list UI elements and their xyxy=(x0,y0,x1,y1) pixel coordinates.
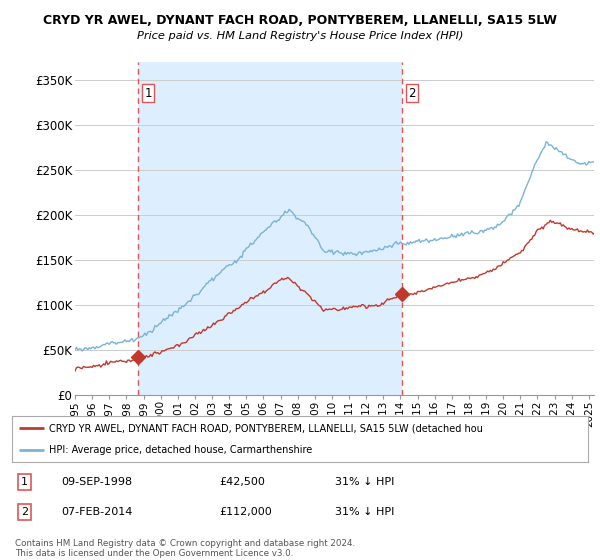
Text: 31% ↓ HPI: 31% ↓ HPI xyxy=(335,507,394,517)
Text: CRYD YR AWEL, DYNANT FACH ROAD, PONTYBEREM, LLANELLI, SA15 5LW (detached hou: CRYD YR AWEL, DYNANT FACH ROAD, PONTYBER… xyxy=(49,423,484,433)
Text: 31% ↓ HPI: 31% ↓ HPI xyxy=(335,477,394,487)
Text: 1: 1 xyxy=(144,87,152,100)
Text: Contains HM Land Registry data © Crown copyright and database right 2024.
This d: Contains HM Land Registry data © Crown c… xyxy=(15,539,355,558)
Text: HPI: Average price, detached house, Carmarthenshire: HPI: Average price, detached house, Carm… xyxy=(49,445,313,455)
Text: 1: 1 xyxy=(21,477,28,487)
Text: CRYD YR AWEL, DYNANT FACH ROAD, PONTYBEREM, LLANELLI, SA15 5LW: CRYD YR AWEL, DYNANT FACH ROAD, PONTYBER… xyxy=(43,14,557,27)
Text: £112,000: £112,000 xyxy=(220,507,272,517)
Text: 2: 2 xyxy=(21,507,28,517)
Text: Price paid vs. HM Land Registry's House Price Index (HPI): Price paid vs. HM Land Registry's House … xyxy=(137,31,463,41)
Text: 07-FEB-2014: 07-FEB-2014 xyxy=(61,507,133,517)
Text: 2: 2 xyxy=(408,87,416,100)
Bar xyxy=(138,62,402,395)
Text: £42,500: £42,500 xyxy=(220,477,265,487)
Text: 09-SEP-1998: 09-SEP-1998 xyxy=(61,477,132,487)
